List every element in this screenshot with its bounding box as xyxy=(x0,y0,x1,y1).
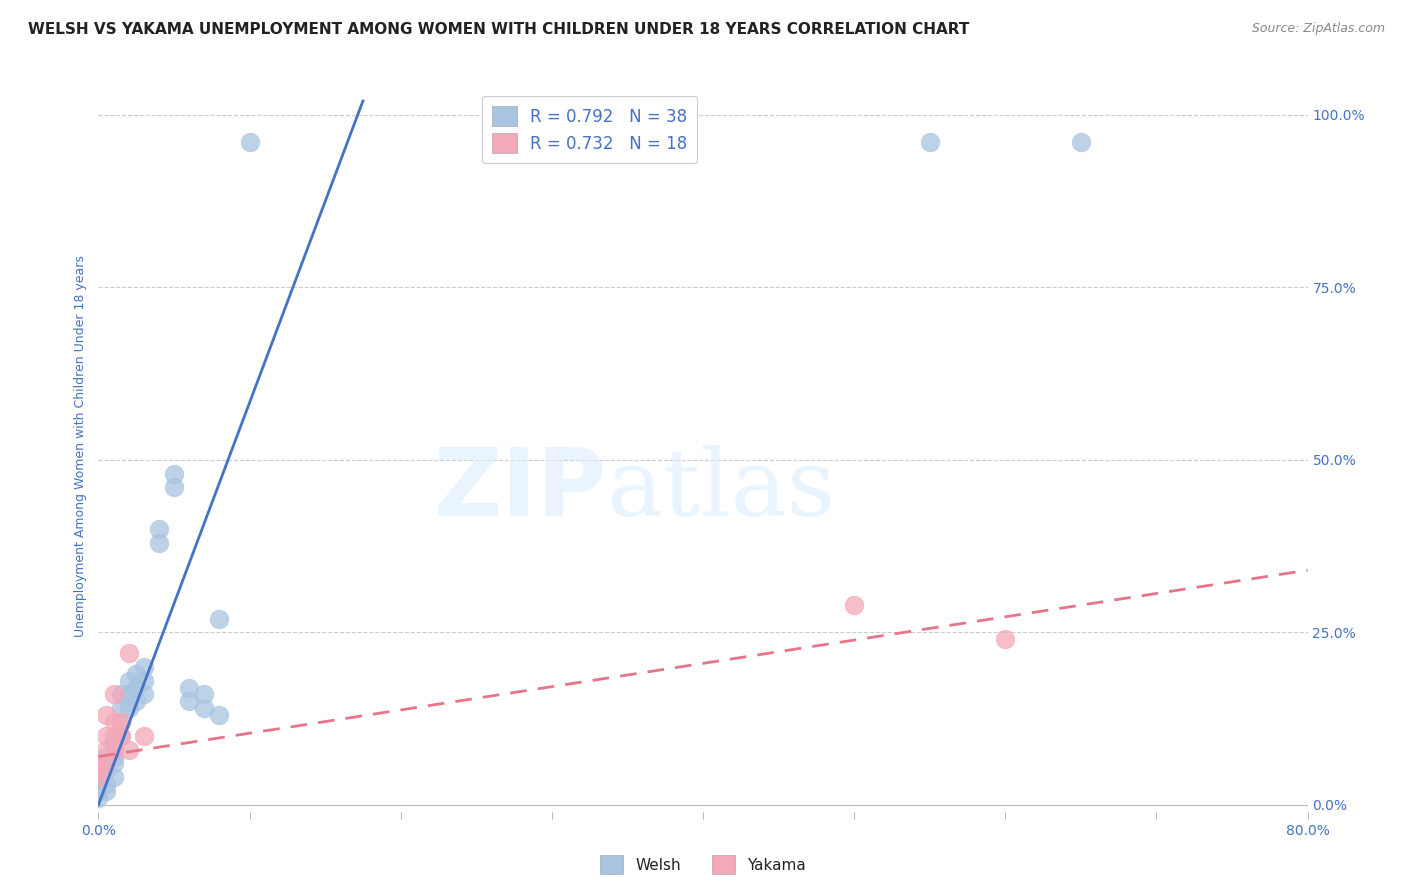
Point xyxy=(994,632,1017,647)
Point xyxy=(110,729,132,743)
Point xyxy=(103,729,125,743)
Point xyxy=(87,770,110,784)
Text: atlas: atlas xyxy=(606,445,835,535)
Point xyxy=(110,714,132,729)
Point xyxy=(132,673,155,688)
Point xyxy=(118,673,141,688)
Point xyxy=(118,701,141,715)
Point xyxy=(87,770,110,784)
Point xyxy=(110,729,132,743)
Point xyxy=(125,694,148,708)
Point xyxy=(87,791,110,805)
Point xyxy=(94,777,117,791)
Point xyxy=(94,749,117,764)
Point xyxy=(87,764,110,778)
Point xyxy=(94,708,117,723)
Legend: Welsh, Yakama: Welsh, Yakama xyxy=(595,849,811,880)
Point xyxy=(132,687,155,701)
Point xyxy=(844,598,866,612)
Point xyxy=(103,770,125,784)
Point xyxy=(87,756,110,771)
Point xyxy=(125,681,148,695)
Y-axis label: Unemployment Among Women with Children Under 18 years: Unemployment Among Women with Children U… xyxy=(75,255,87,637)
Point xyxy=(94,756,117,771)
Text: WELSH VS YAKAMA UNEMPLOYMENT AMONG WOMEN WITH CHILDREN UNDER 18 YEARS CORRELATIO: WELSH VS YAKAMA UNEMPLOYMENT AMONG WOMEN… xyxy=(28,22,970,37)
Point xyxy=(179,694,201,708)
Point xyxy=(148,535,170,549)
Point xyxy=(163,480,186,494)
Point xyxy=(132,729,155,743)
Point xyxy=(118,687,141,701)
Point xyxy=(193,701,215,715)
Point xyxy=(110,714,132,729)
Point xyxy=(110,687,132,701)
Point xyxy=(118,742,141,756)
Point xyxy=(132,660,155,674)
Point xyxy=(918,136,941,150)
Point xyxy=(94,742,117,756)
Point xyxy=(148,522,170,536)
Point xyxy=(110,701,132,715)
Point xyxy=(87,784,110,798)
Point xyxy=(239,136,262,150)
Point xyxy=(103,749,125,764)
Legend: R = 0.792   N = 38, R = 0.732   N = 18: R = 0.792 N = 38, R = 0.732 N = 18 xyxy=(482,96,697,163)
Point xyxy=(208,611,231,625)
Point xyxy=(103,714,125,729)
Point xyxy=(193,687,215,701)
Point xyxy=(87,777,110,791)
Point xyxy=(179,681,201,695)
Point xyxy=(125,666,148,681)
Point xyxy=(163,467,186,481)
Point xyxy=(103,687,125,701)
Point xyxy=(1070,136,1092,150)
Point xyxy=(208,708,231,723)
Point xyxy=(94,784,117,798)
Point xyxy=(94,729,117,743)
Text: ZIP: ZIP xyxy=(433,444,606,536)
Point xyxy=(103,742,125,756)
Text: Source: ZipAtlas.com: Source: ZipAtlas.com xyxy=(1251,22,1385,36)
Point xyxy=(103,736,125,750)
Point xyxy=(103,756,125,771)
Point xyxy=(94,764,117,778)
Point xyxy=(118,646,141,660)
